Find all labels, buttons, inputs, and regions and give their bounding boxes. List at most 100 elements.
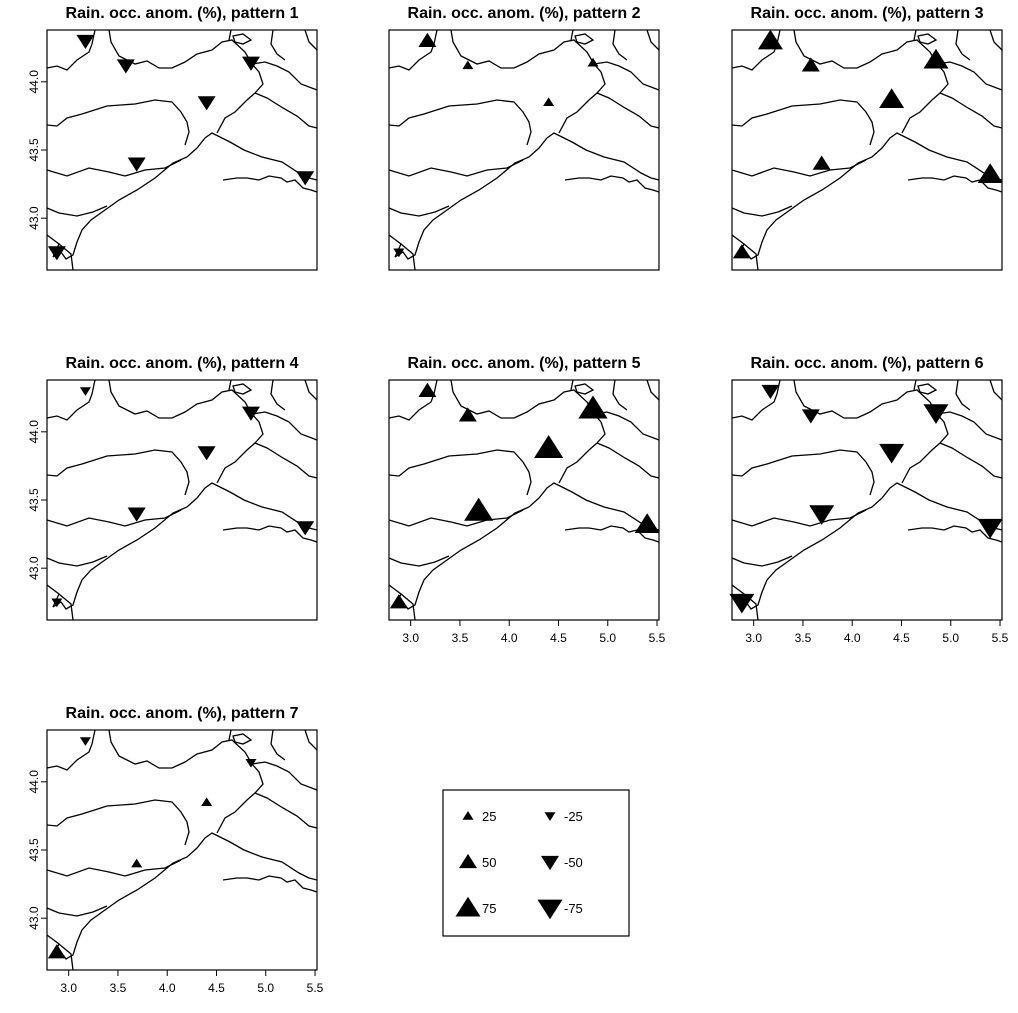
- y-tick-label: 43.0: [27, 206, 41, 230]
- x-tick-label: 5.5: [992, 631, 1009, 645]
- station-marker-negative: [809, 505, 835, 525]
- y-tick-label: 43.0: [27, 906, 41, 930]
- map-frame: [388, 379, 660, 621]
- station-marker-negative: [393, 248, 405, 258]
- map-frame: [46, 729, 318, 971]
- legend-marker-negative: [537, 899, 563, 920]
- legend-marker-negative: [544, 812, 556, 821]
- y-axis: 43.0 43.5 44.0: [27, 420, 47, 580]
- station-marker-negative: [127, 507, 146, 522]
- x-tick-label: 5.0: [257, 981, 274, 995]
- x-tick-label: 4.0: [501, 631, 518, 645]
- station-marker-negative: [197, 446, 216, 461]
- station-markers: [51, 387, 315, 608]
- station-marker-negative: [761, 384, 780, 400]
- map-frame: [388, 29, 660, 271]
- station-marker-negative: [127, 157, 146, 172]
- y-tick-label: 43.5: [27, 838, 41, 862]
- y-axis: 43.0 43.5 44.0: [27, 770, 47, 930]
- legend-label: -75: [564, 901, 583, 916]
- station-marker-positive: [462, 60, 474, 70]
- station-marker-positive: [131, 858, 143, 868]
- y-tick-label: 44.0: [27, 70, 41, 94]
- station-marker-positive: [534, 435, 564, 459]
- station-marker-positive: [47, 944, 66, 959]
- station-markers: [729, 384, 1003, 614]
- legend-marker-positive: [459, 853, 477, 869]
- y-tick-label: 43.5: [27, 488, 41, 512]
- station-markers: [389, 382, 660, 609]
- station-marker-positive: [578, 395, 608, 419]
- station-marker-positive: [418, 382, 437, 397]
- station-marker-negative: [51, 598, 63, 608]
- station-marker-negative: [923, 404, 949, 424]
- x-axis: 3.0 3.5 4.0 4.5 5.0 5.5: [60, 970, 324, 995]
- station-marker-positive: [812, 155, 831, 170]
- station-marker-positive: [201, 797, 213, 806]
- panel-title: Rain. occ. anom. (%), pattern 5: [408, 355, 641, 372]
- legend-label: -25: [564, 809, 583, 824]
- station-marker-negative: [79, 737, 91, 746]
- map-panel-2: Rain. occ. anom. (%), pattern 2: [388, 5, 660, 271]
- station-marker-negative: [729, 593, 755, 614]
- map-panel-5: Rain. occ. anom. (%), pattern 5 3.0 3.5 4.…: [388, 355, 666, 645]
- y-tick-label: 44.0: [27, 770, 41, 794]
- y-tick-label: 44.0: [27, 420, 41, 444]
- station-marker-positive: [587, 57, 599, 67]
- panel-title: Rain. occ. anom. (%), pattern 4: [66, 355, 299, 372]
- map-panel-6: Rain. occ. anom. (%), pattern 6 3.0 3.5 4.…: [729, 355, 1009, 645]
- legend-entries: 25 -25 50 -50 75 -75: [455, 809, 583, 920]
- station-marker-positive: [458, 407, 477, 422]
- x-tick-label: 4.0: [159, 981, 176, 995]
- legend-marker-positive: [462, 811, 474, 820]
- station-marker-positive: [389, 594, 408, 609]
- station-marker-negative: [241, 56, 260, 71]
- map-frame: [731, 29, 1003, 271]
- legend-marker-negative: [541, 855, 559, 871]
- station-marker-negative: [296, 521, 315, 536]
- x-tick-label: 3.0: [402, 631, 419, 645]
- map-frame: [731, 379, 1003, 621]
- station-marker-negative: [76, 34, 95, 50]
- station-marker-positive: [732, 244, 751, 259]
- x-tick-label: 3.0: [60, 981, 77, 995]
- station-marker-positive: [543, 97, 555, 106]
- station-marker-negative: [245, 759, 257, 768]
- map-panel-7: Rain. occ. anom. (%), pattern 7 3.0 3.5 4.…: [27, 705, 324, 995]
- x-tick-label: 4.0: [844, 631, 861, 645]
- station-markers: [393, 32, 599, 258]
- station-markers: [47, 737, 257, 959]
- station-marker-negative: [801, 409, 820, 424]
- map-frame: [46, 29, 318, 271]
- station-marker-negative: [977, 518, 1003, 539]
- x-tick-label: 4.5: [893, 631, 910, 645]
- y-axis: 43.0 43.5 44.0: [27, 70, 47, 230]
- map-panel-4: Rain. occ. anom. (%), pattern 4 43.0 43.5…: [27, 355, 318, 621]
- panel-title: Rain. occ. anom. (%), pattern 6: [751, 355, 984, 372]
- x-tick-label: 5.5: [649, 631, 666, 645]
- panel-title: Rain. occ. anom. (%), pattern 3: [751, 5, 984, 22]
- station-marker-negative: [116, 59, 135, 74]
- x-tick-label: 5.0: [942, 631, 959, 645]
- x-axis: 3.0 3.5 4.0 4.5 5.0 5.5: [402, 620, 666, 645]
- x-tick-label: 3.5: [795, 631, 812, 645]
- x-tick-label: 3.5: [110, 981, 127, 995]
- x-tick-label: 4.5: [550, 631, 567, 645]
- legend: 25 -25 50 -50 75 -75: [442, 789, 630, 937]
- station-markers: [732, 29, 1003, 259]
- station-marker-negative: [296, 171, 315, 186]
- y-tick-label: 43.5: [27, 138, 41, 162]
- legend-label: 25: [482, 809, 496, 824]
- x-tick-label: 3.5: [452, 631, 469, 645]
- station-markers: [47, 34, 315, 261]
- station-marker-positive: [801, 57, 820, 72]
- legend-marker-positive: [455, 896, 481, 917]
- station-marker-negative: [197, 96, 216, 111]
- station-marker-positive: [923, 48, 949, 69]
- station-marker-negative: [47, 246, 66, 261]
- y-tick-label: 43.0: [27, 556, 41, 580]
- station-marker-negative: [241, 406, 260, 421]
- x-tick-label: 5.5: [307, 981, 324, 995]
- panel-title: Rain. occ. anom. (%), pattern 1: [66, 5, 299, 22]
